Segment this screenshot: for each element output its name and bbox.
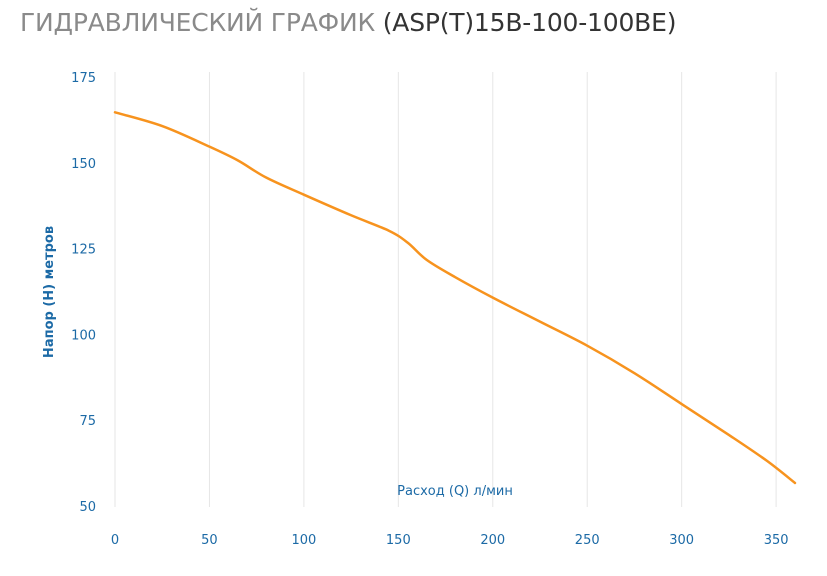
x-axis-ticks: 0 50 100 150 200 250 300 350 [111, 533, 789, 548]
series-line-0 [113, 111, 797, 485]
x-tick-label: 150 [386, 533, 411, 548]
x-tick-label: 50 [201, 533, 218, 548]
y-tick-label: 100 [71, 328, 96, 343]
x-tick-label: 100 [291, 533, 316, 548]
series-group [113, 111, 797, 485]
grid-lines [114, 72, 777, 507]
x-tick-label: 350 [764, 533, 789, 548]
y-tick-label: 50 [79, 500, 96, 515]
y-tick-label: 125 [71, 243, 96, 258]
y-tick-label: 150 [71, 157, 96, 172]
y-axis-label: Напор (H) метров [42, 226, 57, 358]
y-tick-label: 175 [71, 71, 96, 86]
chart-title-model: (ASP(T)15B-100-100BE) [382, 8, 677, 37]
y-axis-ticks: 50 75 100 125 150 175 [71, 71, 96, 515]
x-tick-label: 250 [575, 533, 600, 548]
x-tick-label: 300 [669, 533, 694, 548]
x-axis-label: Расход (Q) л/мин [397, 484, 513, 499]
chart-title-main: ГИДРАВЛИЧЕСКИЙ ГРАФИК [20, 8, 375, 37]
chart-title: ГИДРАВЛИЧЕСКИЙ ГРАФИК (ASP(T)15B-100-100… [20, 8, 676, 37]
y-tick-label: 75 [79, 414, 96, 429]
x-tick-label: 200 [480, 533, 505, 548]
x-tick-label: 0 [111, 533, 119, 548]
